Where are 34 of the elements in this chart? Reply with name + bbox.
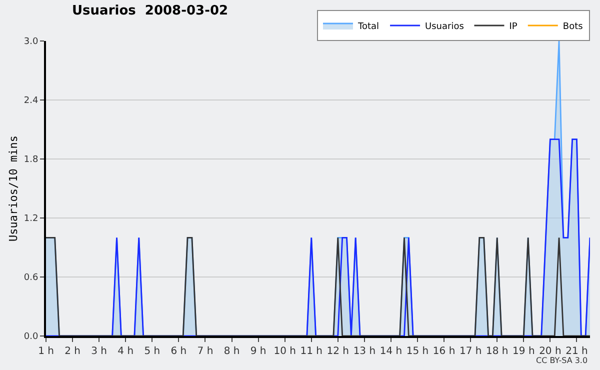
text: CC BY-SA 3.0	[536, 356, 588, 365]
y-tick-label: 3.0	[24, 37, 38, 48]
y-tick-label: 0.6	[24, 273, 38, 284]
x-tick-label: 17 h	[459, 346, 482, 357]
x-tick-label: 8 h	[224, 346, 240, 357]
x-tick-label: 13 h	[353, 346, 376, 357]
x-tick-label: 21 h	[566, 346, 588, 357]
x-tick-label: 14 h	[380, 346, 402, 357]
x-tick-label: 9 h	[250, 346, 266, 357]
x-tick-label: 7 h	[197, 346, 214, 357]
y-axis-title: Usuarios/10 mins	[7, 136, 20, 242]
x-tick-label: 6 h	[170, 346, 187, 357]
x-tick-label: 3 h	[91, 346, 108, 357]
x-tick-label: 2 h	[64, 346, 80, 357]
x-tick-label: 5 h	[144, 346, 160, 357]
y-tick-label: 0.0	[24, 332, 38, 342]
y-tick-label: 1.2	[24, 214, 38, 224]
x-tick-label: 1 h	[38, 346, 54, 357]
y-tick-label: 2.4	[24, 96, 38, 106]
legend-label: Usuarios	[425, 22, 464, 32]
x-tick-label: 19 h	[512, 346, 535, 357]
x-tick-label: 10 h	[274, 346, 296, 357]
legend-label: Total	[357, 22, 380, 32]
legend-label: IP	[509, 22, 518, 32]
legend-label: Bots	[562, 22, 584, 32]
y-tick-label: 1.8	[24, 155, 38, 166]
x-tick-label: 4 h	[118, 346, 134, 357]
x-tick-label: 16 h	[432, 346, 456, 357]
chart-title: Usuarios 2008-03-02	[72, 4, 228, 19]
x-tick-label: 18 h	[486, 346, 508, 357]
x-tick-label: 11 h	[300, 346, 322, 357]
x-tick-label: 12 h	[326, 346, 350, 357]
x-tick-label: 15 h	[406, 346, 429, 357]
x-tick-label: 20 h	[539, 346, 562, 357]
